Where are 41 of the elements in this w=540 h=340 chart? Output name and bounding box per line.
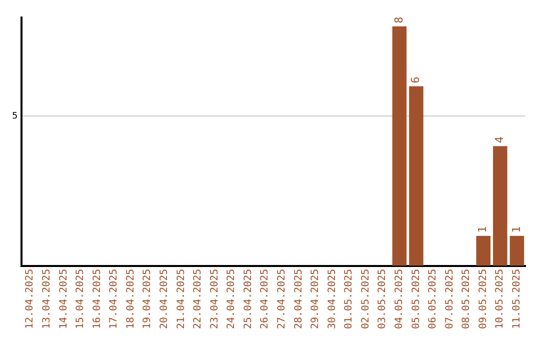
- x-tick-label: 02.05.2025: [360, 268, 372, 330]
- x-tick-label: 18.04.2025: [125, 268, 136, 330]
- x-tick-label: 05.05.2025: [410, 268, 422, 330]
- x-tick-label: 17.04.2025: [108, 268, 120, 330]
- data-label: 6: [409, 76, 422, 84]
- bar: [510, 236, 524, 266]
- x-tick-label: 12.04.2025: [24, 268, 36, 330]
- x-tick-label: 03.05.2025: [377, 268, 388, 330]
- x-tick-label: 25.04.2025: [242, 268, 254, 330]
- x-tick-label: 22.04.2025: [192, 268, 204, 330]
- data-label: 1: [510, 226, 523, 233]
- data-label: 8: [392, 16, 406, 24]
- x-tick-label: 23.04.2025: [209, 268, 220, 330]
- y-tick-label: 5: [12, 112, 18, 122]
- x-tick-label: 15.04.2025: [75, 268, 86, 330]
- x-tick-label: 29.04.2025: [310, 268, 322, 330]
- bar: [476, 236, 490, 266]
- x-tick-label: 06.05.2025: [428, 268, 439, 330]
- x-tick-label: 28.04.2025: [293, 268, 304, 330]
- x-tick-label: 16.04.2025: [92, 268, 103, 330]
- x-tick-label: 30.04.2025: [326, 268, 338, 330]
- bar: [392, 26, 407, 266]
- x-tick-label: 24.04.2025: [226, 268, 238, 330]
- x-tick-label: 11.05.2025: [512, 268, 523, 330]
- x-tick-label: 14.04.2025: [58, 268, 70, 330]
- x-tick-label: 01.05.2025: [344, 268, 355, 330]
- x-tick-label: 13.04.2025: [42, 268, 52, 330]
- x-tick-label: 07.05.2025: [444, 268, 456, 330]
- x-tick-label: 21.04.2025: [176, 268, 187, 330]
- x-tick-label: 27.04.2025: [276, 268, 288, 330]
- x-tick-label: 04.05.2025: [394, 268, 406, 330]
- x-tick-label: 08.05.2025: [461, 268, 472, 330]
- x-tick-label: 26.04.2025: [260, 268, 271, 330]
- bar: [493, 146, 508, 266]
- data-label: 1: [476, 226, 490, 233]
- x-tick-label: 09.05.2025: [478, 268, 489, 330]
- bar: [409, 86, 424, 266]
- x-tick-label: 20.04.2025: [159, 268, 170, 330]
- x-tick-label: 19.04.2025: [142, 268, 154, 330]
- x-tick-label: 10.05.2025: [494, 268, 506, 330]
- data-label: 4: [493, 136, 506, 144]
